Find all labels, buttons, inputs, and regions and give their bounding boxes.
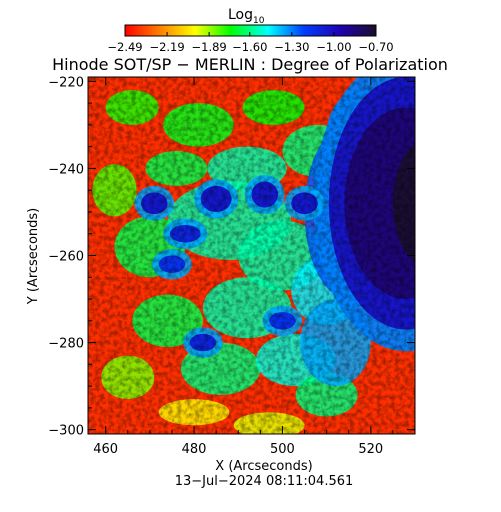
colorbar-tick-label: −1.60: [232, 40, 267, 54]
x-tick-label: 480: [182, 442, 207, 457]
colorbar: [124, 24, 377, 37]
x-tick-label: 520: [358, 442, 383, 457]
chart-title: Hinode SOT/SP − MERLIN : Degree of Polar…: [52, 55, 448, 74]
colorbar-tick-label: −1.00: [316, 40, 351, 54]
y-tick-label: −280: [48, 337, 84, 352]
y-tick-label: −300: [48, 424, 84, 439]
colorbar-tick-label: −1.30: [274, 40, 309, 54]
colorbar-ticks: −2.49 −2.19 −1.89 −1.60 −1.30 −1.00 −0.70: [107, 32, 394, 54]
heatmap-image: [88, 77, 415, 434]
colorbar-tick-label: −2.19: [149, 40, 184, 54]
colorbar-tick-label: −2.49: [107, 40, 142, 54]
y-tick-label: −240: [48, 162, 84, 177]
colorbar-tick-label: −1.89: [192, 40, 227, 54]
y-tick-label: −260: [48, 250, 84, 265]
x-tick-label: 460: [93, 442, 118, 457]
x-axis-label: X (Arcseconds): [215, 459, 312, 474]
x-tick-label: 500: [270, 442, 295, 457]
colorbar-label: Log10: [228, 7, 265, 26]
y-tick-label: −220: [48, 75, 84, 90]
timestamp: 13−Jul−2024 08:11:04.561: [175, 474, 354, 489]
axis-ticks: 460 480 500 520 −220 −240 −260 −280 −300: [48, 75, 416, 457]
colorbar-tick-label: −0.70: [358, 40, 393, 54]
y-axis-label: Y (Arcseconds): [26, 208, 41, 305]
